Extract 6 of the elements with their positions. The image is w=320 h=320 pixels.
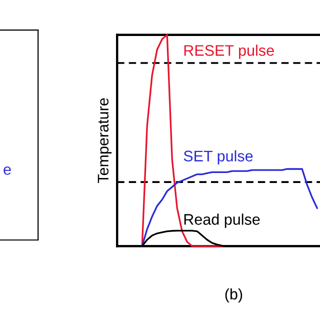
series-label: RESET pulse [184,44,274,59]
series-label: Read pulse [184,214,260,228]
series-label: SET pulse [184,150,253,164]
y-axis-title: Temperature [98,98,112,184]
text: e [4,166,11,175]
text: (b) [225,288,242,303]
